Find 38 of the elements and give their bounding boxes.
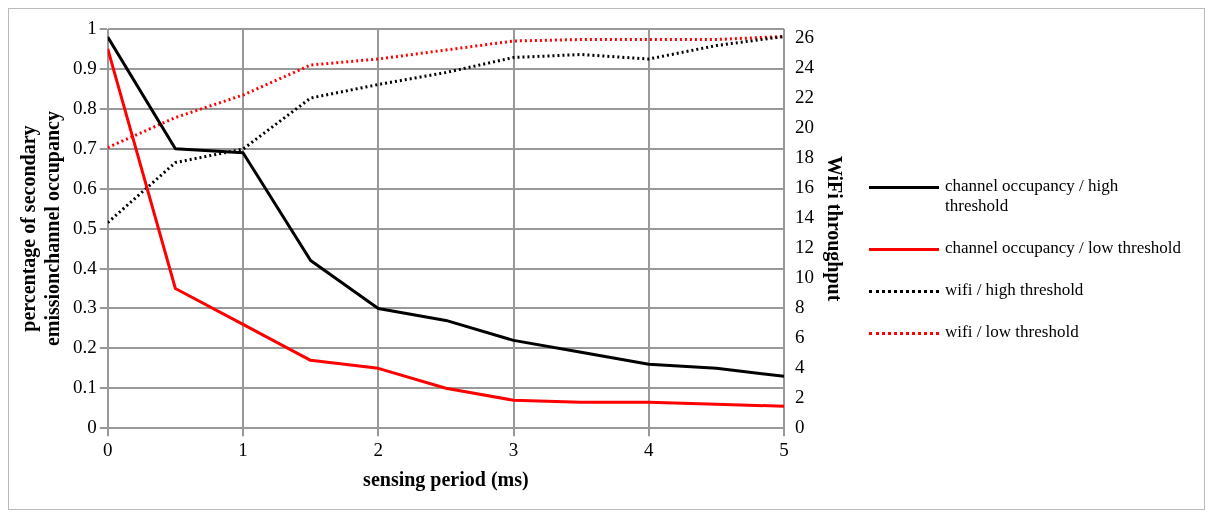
legend-label: wifi / low threshold	[945, 322, 1080, 342]
y2-tick-label: 26	[795, 25, 814, 47]
x-tick-label: 5	[779, 438, 789, 460]
y-tick-label: 0.3	[73, 296, 97, 318]
y2-tick-label: 10	[795, 266, 814, 288]
x-tick-label: 1	[238, 438, 248, 460]
x-tick-label: 4	[644, 438, 654, 460]
y-tick-label: 0.1	[73, 376, 97, 398]
y2-tick-label: 8	[795, 296, 805, 318]
y-tick-label: 0.7	[73, 136, 97, 158]
y2-tick-label: 6	[795, 326, 805, 348]
y-tick-label: 1	[87, 16, 97, 38]
legend-label: wifi / high threshold	[945, 280, 1085, 300]
x-tick-label: 2	[373, 438, 383, 460]
x-tick-label: 0	[103, 438, 113, 460]
y2-axis-title: WiFi throughput	[822, 155, 846, 302]
y2-tick-label: 24	[795, 56, 815, 77]
y2-tick-label: 4	[795, 356, 805, 378]
y-tick-label: 0.4	[73, 256, 98, 278]
y-tick-label: 0.6	[73, 176, 97, 198]
legend-label: channel occupancy / high threshold	[945, 176, 1120, 216]
y2-tick-label: 20	[795, 116, 814, 138]
y-tick-label: 0.2	[73, 336, 97, 358]
y2-tick-label: 18	[795, 146, 814, 168]
x-axis-title: sensing period (ms)	[363, 468, 529, 492]
y-tick-label: 0.8	[73, 96, 97, 118]
y2-tick-label: 12	[795, 236, 814, 258]
y-tick-label: 0.5	[73, 216, 97, 238]
y2-tick-label: 14	[795, 206, 815, 228]
y2-tick-label: 2	[795, 386, 805, 408]
y-tick-label: 0	[87, 416, 97, 438]
legend-label: channel occupancy / low threshold	[945, 238, 1183, 258]
y2-tick-label: 16	[795, 176, 814, 198]
y-axis-title: percentage of secondary emissionchannel occupancy	[17, 111, 65, 347]
x-tick-label: 3	[508, 438, 519, 460]
y2-tick-label: 22	[795, 86, 814, 108]
y2-tick-label: 0	[795, 416, 805, 438]
y-tick-label: 0.9	[73, 56, 97, 78]
